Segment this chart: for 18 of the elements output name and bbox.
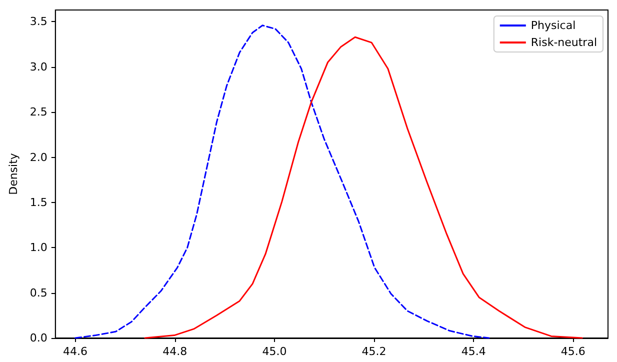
legend-label: Physical	[530, 19, 576, 32]
y-tick-label: 1.5	[30, 196, 48, 209]
y-tick-label: 2.5	[30, 106, 48, 119]
legend-label: Risk-neutral	[530, 36, 598, 49]
x-tick-label: 45.6	[560, 345, 586, 358]
y-tick-label: 2.0	[30, 150, 48, 164]
y-tick-label: 1.0	[30, 241, 48, 254]
y-axis-title: Density	[7, 152, 20, 195]
y-tick-label: 0.5	[30, 286, 48, 300]
x-tick-label: 45.2	[362, 345, 386, 358]
line-series	[74, 24, 490, 339]
x-tick-label: 45.4	[461, 345, 486, 358]
y-tick-label: 3.0	[30, 60, 48, 74]
x-tick-label: 45.0	[262, 345, 287, 358]
x-tick-label: 44.8	[162, 345, 188, 358]
x-tick-label: 44.6	[63, 345, 88, 358]
y-tick-label: 0.0	[30, 332, 48, 344]
y-tick-label: 3.5	[30, 15, 48, 28]
